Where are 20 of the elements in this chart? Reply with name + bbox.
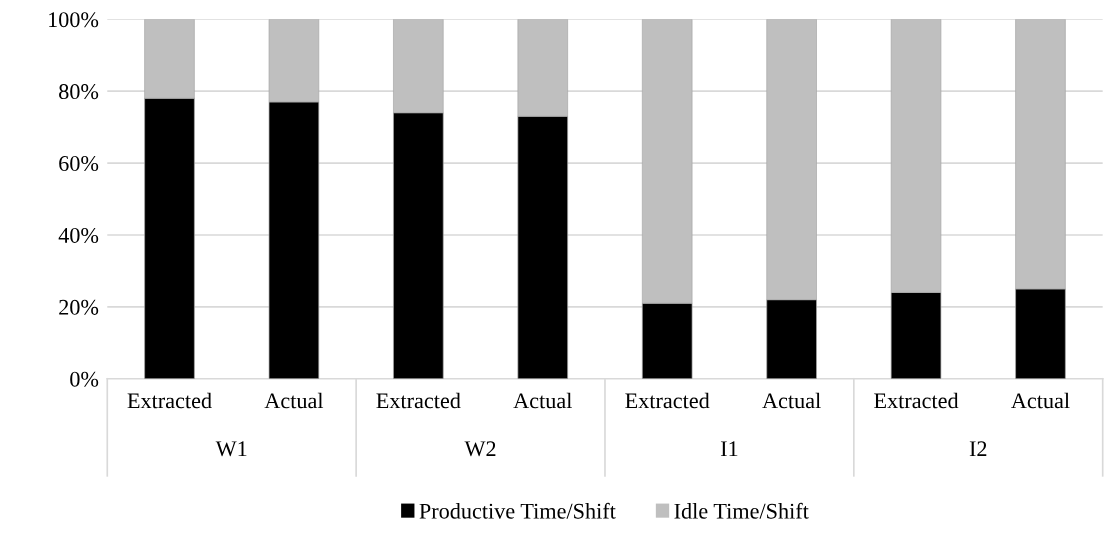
text: I2 [969, 441, 987, 457]
x-tick-label: Extracted [376, 392, 461, 409]
y-tick-label: 40% [58, 227, 99, 243]
text: I1 [720, 441, 738, 457]
y-tick-label: 80% [59, 84, 99, 100]
y-tick-label: 0% [70, 371, 99, 387]
y-tick-label: 20% [59, 299, 99, 315]
y-tick-label: 60% [59, 156, 99, 172]
x-tick-label: Actual [513, 392, 572, 409]
x-tick-label: Actual [762, 392, 821, 409]
legend-label: Productive Time/Shift [419, 502, 616, 519]
legend-label: Idle Time/Shift [674, 502, 809, 519]
y-tick-label: 100% [49, 12, 99, 28]
x-tick-label: Extracted [625, 392, 710, 409]
text: W2 [464, 441, 496, 457]
x-tick-label: Extracted [874, 392, 959, 409]
x-tick-label: Extracted [127, 392, 212, 409]
x-tick-label: Actual [1011, 392, 1070, 409]
x-tick-label: Actual [264, 392, 324, 409]
text: W1 [215, 441, 247, 457]
